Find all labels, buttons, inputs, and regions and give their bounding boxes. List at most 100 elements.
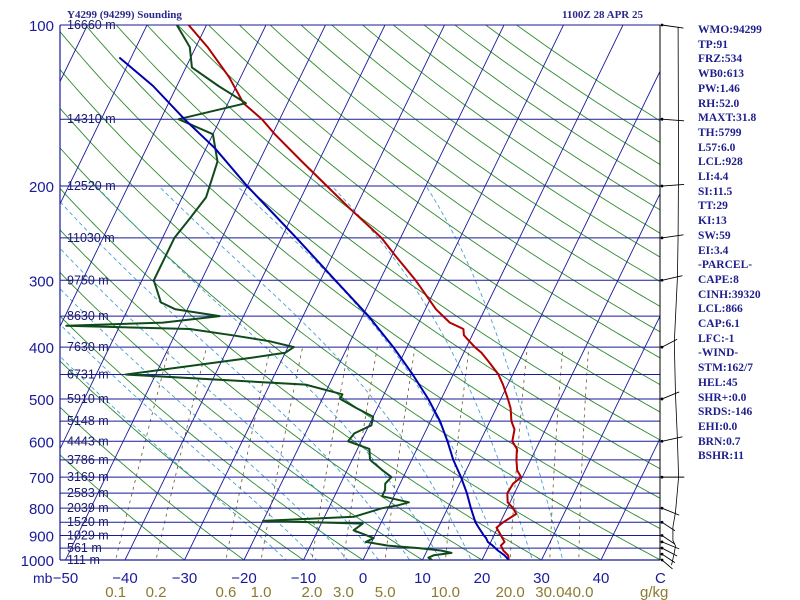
wind-barb-base bbox=[660, 506, 664, 510]
index-item: SRDS:-146 bbox=[698, 406, 753, 419]
index-item: KI:13 bbox=[698, 215, 727, 228]
wind-barb-base bbox=[660, 397, 664, 401]
isotherm bbox=[183, 25, 446, 560]
temperature-tick-label: −30 bbox=[172, 570, 197, 587]
height-label: 12520 m bbox=[67, 179, 116, 193]
temperature-tick-label: 10 bbox=[414, 570, 431, 587]
index-item: TP:91 bbox=[698, 38, 729, 51]
height-label: 11030 m bbox=[67, 231, 115, 245]
sounding-traces bbox=[65, 25, 523, 560]
pressure-tick-label: 1000 bbox=[21, 553, 54, 570]
temperature-trace bbox=[187, 25, 523, 560]
temperature-tick-label: −50 bbox=[53, 570, 78, 587]
index-item: LCL:928 bbox=[698, 156, 743, 169]
pressure-tick-label: 100 bbox=[29, 18, 54, 35]
dewpoint-trace bbox=[65, 25, 453, 560]
isotherm bbox=[540, 315, 660, 560]
wind-profile-line bbox=[671, 26, 680, 566]
isotherm bbox=[60, 25, 267, 450]
wind-barb bbox=[661, 234, 684, 239]
dry-adiabat bbox=[269, 25, 660, 307]
index-item: LFC:-1 bbox=[698, 332, 735, 345]
temperature-tick-label: 30 bbox=[533, 570, 550, 587]
wind-barb-base bbox=[660, 345, 664, 349]
height-label: 561 m bbox=[67, 541, 102, 555]
moist-adiabat bbox=[95, 185, 441, 560]
wind-barb-base bbox=[660, 117, 664, 121]
temperature-tick-label: −20 bbox=[231, 570, 256, 587]
index-item: HEL:45 bbox=[698, 376, 738, 389]
wind-barb bbox=[661, 24, 684, 29]
height-label: 8630 m bbox=[67, 309, 109, 323]
height-label: 16660 m bbox=[67, 18, 116, 32]
index-item: CINH:39320 bbox=[698, 288, 761, 301]
isobars bbox=[59, 24, 661, 561]
wind-barb bbox=[661, 436, 683, 442]
height-label: 7630 m bbox=[67, 340, 109, 354]
dry-adiabat bbox=[177, 25, 660, 386]
mixing-ratio-tick-label: 40.0 bbox=[564, 584, 593, 600]
wind-barb-base bbox=[660, 236, 664, 240]
wind-barb bbox=[661, 547, 678, 557]
height-label: 5148 m bbox=[67, 414, 109, 428]
wind-barb bbox=[661, 535, 676, 545]
height-label: 1520 m bbox=[67, 515, 109, 529]
pressure-tick-label: 600 bbox=[29, 434, 54, 451]
temperature-tick-label: 40 bbox=[593, 570, 610, 587]
mixing-ratio-tick-label: 10.0 bbox=[431, 584, 460, 600]
index-item: SI:11.5 bbox=[698, 185, 733, 198]
wind-barb-base bbox=[660, 439, 664, 443]
station-title: Y4299 (94299) Sounding bbox=[67, 9, 182, 21]
temperature-tick-label: 20 bbox=[474, 570, 491, 587]
temperature-tick-label: −40 bbox=[112, 570, 137, 587]
height-label: 9750 m bbox=[67, 273, 109, 287]
wind-barb-base bbox=[660, 520, 664, 524]
mixing-ratio-line bbox=[444, 347, 470, 560]
dry-adiabat bbox=[300, 25, 660, 282]
isotherm bbox=[60, 25, 148, 206]
sounding-datetime: 1100Z 28 APR 25 bbox=[562, 9, 643, 21]
isotherm bbox=[124, 25, 386, 560]
height-label: 14310 m bbox=[67, 112, 116, 126]
wind-barb-base bbox=[660, 558, 664, 562]
pressure-tick-label: 400 bbox=[29, 340, 54, 357]
wind-barb-base bbox=[660, 534, 664, 537]
index-item: WB0:613 bbox=[698, 68, 744, 81]
moist-adiabat bbox=[331, 185, 533, 560]
moist-adiabat bbox=[158, 185, 472, 560]
y-axis-units: mb bbox=[33, 570, 53, 586]
index-item: EHI:0.0 bbox=[698, 420, 738, 433]
wind-barb-base bbox=[660, 552, 664, 556]
temperature-tick-label: 0 bbox=[359, 570, 367, 587]
index-item: SW:59 bbox=[698, 229, 731, 242]
dry-adiabat bbox=[146, 25, 660, 413]
dry-adiabat bbox=[60, 454, 186, 560]
pressure-tick-label: 700 bbox=[29, 470, 54, 487]
wind-barb-base bbox=[660, 278, 664, 282]
height-label: 2583 m bbox=[67, 486, 109, 500]
dry-adiabat bbox=[60, 68, 660, 530]
mixing-ratio-tick-label: 0.2 bbox=[146, 584, 167, 600]
dry-adiabat bbox=[331, 25, 660, 258]
dry-adiabat bbox=[60, 360, 305, 560]
mixing-ratio-line bbox=[384, 347, 416, 560]
index-item: TT:29 bbox=[698, 200, 728, 213]
dry-adiabat bbox=[60, 107, 660, 560]
index-item: BSHR:11 bbox=[698, 450, 745, 463]
dry-adiabat bbox=[60, 271, 424, 560]
background-grid bbox=[60, 25, 660, 560]
index-item: FRZ:534 bbox=[698, 53, 743, 66]
pressure-tick-label: 800 bbox=[29, 501, 54, 518]
wind-profile bbox=[660, 23, 685, 570]
wind-barb-base bbox=[660, 540, 664, 544]
isotherm bbox=[362, 25, 624, 560]
index-item: WMO:94299 bbox=[698, 24, 762, 36]
dry-adiabat bbox=[60, 406, 245, 560]
index-item: -PARCEL- bbox=[698, 259, 753, 272]
mixing-ratio-line bbox=[509, 347, 528, 560]
moist-adiabat bbox=[60, 288, 349, 560]
height-label: 5910 m bbox=[67, 392, 109, 406]
wind-barb-base bbox=[660, 184, 664, 188]
mixing-ratio-tick-label: 5.0 bbox=[375, 584, 396, 600]
index-item: LCL:866 bbox=[698, 303, 743, 316]
